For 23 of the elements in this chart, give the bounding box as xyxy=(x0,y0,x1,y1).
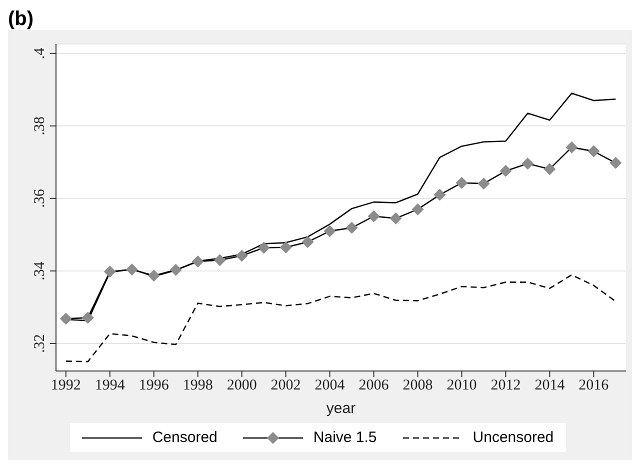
x-tick-label: 1994 xyxy=(94,378,126,394)
x-tick-label: 2006 xyxy=(358,378,390,394)
x-tick-label: 2010 xyxy=(446,378,477,394)
y-tick-label: .34 xyxy=(32,261,48,280)
y-tick-label: .32 xyxy=(32,334,48,353)
legend-label: Naive 1.5 xyxy=(313,429,377,446)
legend-label: Censored xyxy=(152,429,218,446)
chart-title: (b) xyxy=(8,8,35,30)
x-tick-label: 2014 xyxy=(534,378,566,394)
x-tick-label: 1992 xyxy=(50,378,81,394)
x-tick-label: 2012 xyxy=(490,378,521,394)
y-tick-label: .36 xyxy=(32,188,48,208)
x-tick-label: 2004 xyxy=(314,378,346,394)
x-axis-title: year xyxy=(326,400,356,417)
legend-label: Uncensored xyxy=(472,429,554,446)
x-tick-label: 2000 xyxy=(226,378,257,394)
x-tick-label: 2016 xyxy=(578,378,610,394)
y-tick-label: .4 xyxy=(32,47,48,60)
y-tick-label: .38 xyxy=(32,116,48,136)
x-tick-label: 1998 xyxy=(182,378,213,394)
x-tick-label: 2008 xyxy=(402,378,433,394)
x-tick-label: 1996 xyxy=(138,378,170,394)
x-tick-label: 2002 xyxy=(270,378,301,394)
